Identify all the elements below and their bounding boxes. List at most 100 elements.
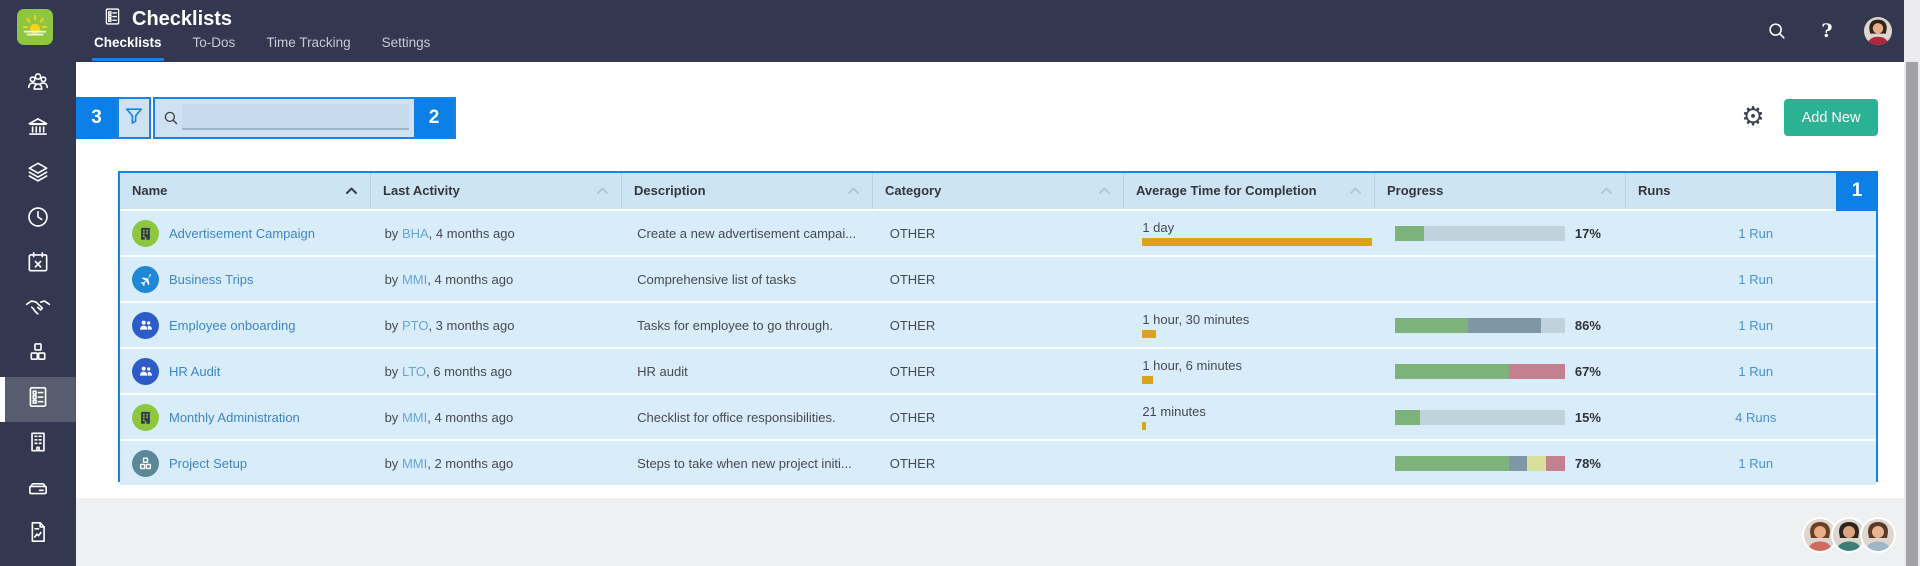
cell-average-time	[1130, 441, 1383, 485]
sidebar-item-building[interactable]	[0, 422, 76, 467]
sidebar-item-layers[interactable]	[0, 152, 76, 197]
checklist-name-link[interactable]: HR Audit	[169, 363, 221, 379]
cell-average-time: 21 minutes	[1130, 395, 1383, 439]
runs-link[interactable]: 1 Run	[1738, 225, 1774, 241]
runs-link[interactable]: 1 Run	[1738, 317, 1774, 333]
sidebar-item-drawer[interactable]	[0, 467, 76, 512]
runs-link[interactable]: 1 Run	[1738, 455, 1774, 471]
cell-runs: 1 Run	[1635, 303, 1876, 347]
cell-last-activity: by BHA, 4 months ago	[384, 225, 515, 241]
table-row: Monthly Administration by MMI, 4 months …	[120, 393, 1876, 439]
cell-name: Business Trips	[120, 257, 373, 301]
user-avatar[interactable]	[1864, 17, 1892, 45]
avg-time-bar	[1142, 376, 1154, 384]
avg-time-bar	[1142, 238, 1373, 246]
cell-category: OTHER	[889, 455, 936, 471]
cell-runs: 4 Runs	[1635, 395, 1876, 439]
user-link[interactable]: LTO	[401, 363, 427, 379]
column-header-category[interactable]: Category	[872, 173, 1123, 209]
tab-checklists[interactable]: Checklists	[92, 30, 164, 61]
add-new-button[interactable]: Add New	[1784, 99, 1878, 136]
content-panel: 3 2 ⚙ Add New 1 Name Last Activity Descrip…	[76, 62, 1904, 498]
cell-description: Create a new advertisement campai...	[637, 225, 857, 241]
top-bar: Checklists Checklists To-Dos Time Tracking…	[0, 0, 1920, 62]
column-header-name[interactable]: Name	[120, 173, 370, 209]
checklist-name-link[interactable]: Project Setup	[169, 455, 248, 471]
progress-segment-remaining	[1541, 317, 1565, 333]
table-body: Advertisement Campaign by BHA, 4 months …	[120, 209, 1876, 485]
cell-average-time: 1 day	[1130, 211, 1383, 255]
scrollbar-thumb[interactable]	[1906, 62, 1918, 566]
checklist-name-link[interactable]: Monthly Administration	[169, 409, 300, 425]
progress-bar	[1394, 225, 1565, 241]
progress-segment-pink	[1508, 363, 1565, 379]
drawer-icon	[25, 474, 51, 505]
user-link[interactable]: MMI	[401, 455, 428, 471]
column-header-description[interactable]: Description	[621, 173, 872, 209]
collaborator-avatars	[1802, 517, 1896, 553]
checklist-name-link[interactable]: Employee onboarding	[169, 317, 296, 333]
clock-icon	[25, 204, 51, 235]
collaborator-avatar[interactable]	[1860, 517, 1896, 553]
checklist-name-link[interactable]: Business Trips	[169, 271, 254, 287]
sidebar-item-document-report[interactable]	[0, 512, 76, 557]
progress-percent: 78%	[1574, 455, 1601, 471]
checklist-icon	[25, 384, 51, 415]
collaborator-avatar[interactable]	[1831, 517, 1867, 553]
column-header-last-activity[interactable]: Last Activity	[370, 173, 621, 209]
column-header-progress[interactable]: Progress	[1374, 173, 1625, 209]
sidebar-item-bank[interactable]	[0, 107, 76, 152]
column-header-average-time-for-completion[interactable]: Average Time for Completion	[1123, 173, 1374, 209]
search-field-wrap	[182, 104, 409, 130]
user-link[interactable]: MMI	[401, 271, 428, 287]
cell-average-time	[1130, 257, 1383, 301]
runs-link[interactable]: 4 Runs	[1735, 409, 1777, 425]
table-row: Business Trips by MMI, 4 months ago Comp…	[120, 255, 1876, 301]
tab-bar: Checklists To-Dos Time Tracking Settings	[92, 30, 432, 61]
cell-progress: 78%	[1383, 441, 1636, 485]
sidebar-item-clock[interactable]	[0, 197, 76, 242]
column-label: Progress	[1387, 183, 1444, 198]
search-input[interactable]	[182, 104, 409, 128]
cell-progress: 17%	[1383, 211, 1636, 255]
filter-button[interactable]	[117, 97, 151, 139]
cell-average-time: 1 hour, 30 minutes	[1130, 303, 1383, 347]
progress-percent: 15%	[1574, 409, 1601, 425]
handshake-icon	[25, 294, 51, 325]
table-row: Employee onboarding by PTO, 3 months ago…	[120, 301, 1876, 347]
hint-badge-1: 1	[1836, 171, 1878, 211]
cell-average-time: 1 hour, 6 minutes	[1130, 349, 1383, 393]
user-link[interactable]: BHA	[401, 225, 429, 241]
tab-settings[interactable]: Settings	[381, 34, 431, 50]
user-link[interactable]: MMI	[401, 409, 428, 425]
progress-bar	[1394, 317, 1565, 333]
cell-last-activity: by MMI, 2 months ago	[384, 455, 514, 471]
cell-name: Advertisement Campaign	[120, 211, 373, 255]
cubes-icon	[25, 339, 51, 370]
help-icon[interactable]: ?	[1821, 20, 1833, 42]
cell-description: Tasks for employee to go through.	[637, 317, 833, 333]
user-link[interactable]: PTO	[401, 317, 429, 333]
sidebar-item-calendar-x[interactable]	[0, 242, 76, 287]
topbar-actions: ?	[1764, 0, 1892, 62]
column-label: Category	[885, 183, 942, 198]
sidebar-item-checklist[interactable]	[0, 377, 76, 422]
cell-last-activity: by MMI, 4 months ago	[384, 271, 514, 287]
tab-time-tracking[interactable]: Time Tracking	[266, 34, 351, 50]
settings-gear-icon[interactable]: ⚙	[1741, 102, 1765, 132]
progress-bar	[1394, 409, 1565, 425]
checklist-name-link[interactable]: Advertisement Campaign	[169, 225, 315, 241]
page-title: Checklists	[102, 6, 232, 33]
progress-segment-done	[1394, 409, 1421, 425]
runs-link[interactable]: 1 Run	[1738, 271, 1774, 287]
sidebar-item-cubes[interactable]	[0, 332, 76, 377]
cell-runs: 1 Run	[1635, 349, 1876, 393]
search-icon[interactable]	[1764, 18, 1790, 44]
runs-link[interactable]: 1 Run	[1738, 363, 1774, 379]
column-label: Last Activity	[383, 183, 460, 198]
app-logo-sunrise[interactable]	[17, 9, 53, 45]
cell-name: Project Setup	[120, 441, 373, 485]
sidebar-item-handshake[interactable]	[0, 287, 76, 332]
sidebar-item-people-group[interactable]	[0, 62, 76, 107]
tab-to-dos[interactable]: To-Dos	[192, 34, 236, 50]
